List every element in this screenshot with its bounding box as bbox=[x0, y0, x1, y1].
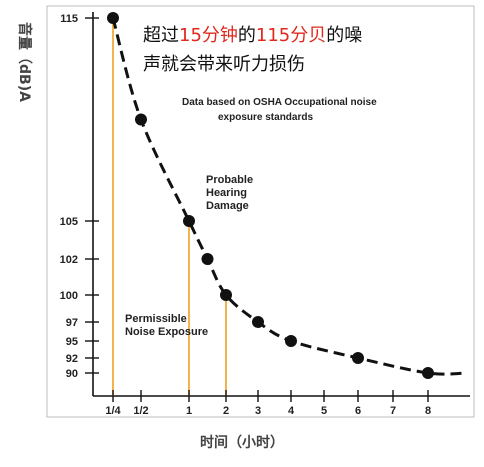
x-tick-label-9: 8 bbox=[425, 405, 431, 417]
y-tick-label-5: 95 bbox=[66, 336, 78, 348]
x-tick-label-4: 3 bbox=[255, 405, 261, 417]
chart-title-part-0: 超过 bbox=[143, 25, 179, 46]
y-axis-title: 音量（dB)A bbox=[16, 22, 33, 102]
x-ticks: 1/4 1/2 1 2 3 4 5 6 7 8 bbox=[105, 390, 431, 417]
y-tick-label-7: 90 bbox=[66, 368, 78, 380]
series-line bbox=[111, 17, 467, 376]
x-tick-label-5: 4 bbox=[288, 405, 295, 417]
data-point-4 bbox=[220, 289, 232, 301]
curve-layer bbox=[111, 17, 467, 376]
annotation-osha-line2: exposure standards bbox=[218, 112, 313, 123]
x-tick-label-2: 1 bbox=[186, 405, 192, 417]
y-ticks: 115 105 102 100 97 95 92 90 bbox=[60, 13, 99, 380]
x-tick-label-6: 5 bbox=[321, 405, 327, 417]
chart-title-part-1: 15分钟 bbox=[179, 25, 238, 46]
annotation-permissible-line1: Permissible bbox=[125, 313, 187, 325]
plot-frame bbox=[46, 5, 475, 418]
annotation-osha-line1: Data based on OSHA Occupational noise bbox=[182, 97, 377, 108]
data-point-1 bbox=[135, 113, 147, 126]
chart-title-part-4: 的噪 bbox=[326, 25, 362, 46]
annotation-probable-line3: Damage bbox=[206, 200, 249, 212]
annotation-permissible-line2: Noise Exposure bbox=[125, 326, 208, 338]
guide-lines bbox=[112, 18, 227, 396]
data-point-2 bbox=[183, 215, 195, 227]
x-tick-label-7: 6 bbox=[355, 405, 361, 417]
x-tick-label-3: 2 bbox=[223, 405, 229, 417]
y-tick-label-2: 102 bbox=[60, 254, 78, 266]
annotation-probable-line1: Probable bbox=[206, 174, 253, 186]
annotation-probable-line2: Hearing bbox=[206, 187, 247, 199]
chart-title-part-2: 的 bbox=[238, 25, 256, 46]
data-point-7 bbox=[352, 352, 364, 364]
data-point-3 bbox=[201, 253, 214, 265]
y-tick-label-4: 97 bbox=[66, 317, 78, 329]
annotation-permissible: Permissible Noise Exposure bbox=[125, 313, 208, 338]
y-tick-label-3: 100 bbox=[60, 290, 78, 302]
x-tick-label-1: 1/2 bbox=[133, 405, 148, 417]
data-point-8 bbox=[422, 367, 434, 379]
y-tick-label-1: 105 bbox=[60, 216, 78, 228]
chart-title: 超过15分钟的115分贝的噪 bbox=[143, 25, 362, 46]
x-tick-label-8: 7 bbox=[390, 405, 396, 417]
annotation-probable-damage: Probable Hearing Damage bbox=[206, 174, 256, 212]
data-point-5 bbox=[252, 316, 264, 328]
data-point-0 bbox=[107, 12, 119, 24]
x-tick-label-0: 1/4 bbox=[105, 405, 121, 417]
annotation-osha: Data based on OSHA Occupational noise ex… bbox=[182, 97, 379, 123]
y-tick-label-6: 92 bbox=[66, 353, 78, 365]
chart-title-line2: 声就会带来听力损伤 bbox=[143, 54, 305, 75]
data-point-6 bbox=[285, 335, 297, 347]
x-axis-title: 时间（小时） bbox=[200, 434, 284, 451]
data-points bbox=[107, 12, 434, 379]
chart-title-part-3: 115分贝 bbox=[256, 25, 326, 46]
y-tick-label-0: 115 bbox=[60, 13, 78, 25]
chart-title-line1: 超过15分钟的115分贝的噪 bbox=[143, 25, 362, 46]
